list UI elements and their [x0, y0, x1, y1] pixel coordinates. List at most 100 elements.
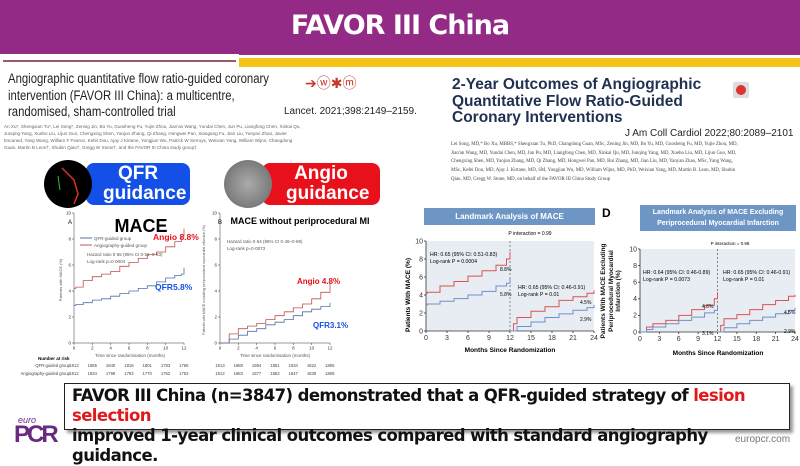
chart-d-l4: 2.9% [784, 329, 796, 335]
crossmark-icon [733, 82, 749, 98]
risk-value: 1913 [69, 363, 79, 368]
y-tick-label: 8 [68, 237, 71, 242]
y-tick-label: 10 [629, 246, 637, 253]
y-tick-label: 0 [633, 329, 637, 336]
risk-value: 1865 [88, 363, 98, 368]
angio-image [224, 160, 272, 208]
y-tick-label: 10 [415, 238, 423, 245]
risk-row-label: QFR-guided group [35, 363, 70, 368]
chart-c-l1: 8.8% [500, 267, 512, 273]
qfr-image [44, 160, 92, 208]
risk-value: 1880 [234, 363, 244, 368]
x-tick-label: 3 [445, 335, 449, 342]
crossmark-icon: ➔ⓦ✱ⓜ [305, 75, 357, 91]
km-curve-qfr-0-12 [640, 306, 718, 333]
chart-c-lr1: Log-rank P = 0.0004 [430, 259, 477, 265]
x-tick-label: 2 [91, 346, 94, 351]
y-tick-label: 4 [419, 292, 423, 299]
risk-value: 1864 [252, 363, 262, 368]
risk-value: 1839 [307, 371, 317, 376]
x-tick-label: 9 [696, 336, 700, 343]
y-tick-label: 10 [212, 211, 218, 216]
conclusion-text-1: FAVOR III China (n=3847) demonstrated th… [72, 386, 694, 405]
x-tick-label: 0 [219, 346, 222, 351]
europcr-logo-small: euro [18, 415, 37, 425]
risk-value: 1840 [106, 363, 116, 368]
x-tick-label: 0 [638, 336, 642, 343]
legend-angio: Angiography-guided group [94, 243, 148, 248]
km-curve-angiography-12-24 [510, 290, 595, 332]
risk-value: 1912 [69, 371, 79, 376]
x-tick-label: 6 [274, 346, 277, 351]
x-tick-label: 4 [109, 346, 112, 351]
risk-value: 1752 [179, 371, 189, 376]
chart-d-l2: 3.1% [702, 331, 714, 337]
x-tick-label: 0 [424, 335, 428, 342]
chart-a-logrank: Log-rank p=0·0004 [87, 259, 126, 264]
lancet-title: Angiographic quantitative flow ratio-gui… [8, 71, 269, 119]
europcr-url[interactable]: europcr.com [735, 434, 791, 445]
angio-guidance-text: Angio guidance [286, 163, 370, 204]
conclusion-text-2: improved 1-year clinical outcomes compar… [72, 426, 708, 465]
conclusion-highlight: lesion selection [72, 386, 746, 425]
x-tick-label: 15 [527, 335, 535, 342]
chart-a-angio-label: Angio 8.8% [153, 232, 199, 242]
chart-b-angio-label: Angio 4.8% [297, 277, 340, 286]
x-tick-label: 21 [772, 336, 780, 343]
chart-a-ylabel: Patients with MACE (%) [58, 258, 63, 301]
chart-b-hr: Hazard ratio 0·64 (95% CI 0·46–0·89) [227, 239, 303, 244]
chart-c-l4: 2.9% [580, 317, 592, 323]
y-tick-label: 0 [419, 328, 423, 335]
risk-value: 1912 [215, 371, 225, 376]
x-tick-label: 6 [677, 336, 681, 343]
x-tick-label: 24 [590, 335, 598, 342]
km-curve-angiography-12-24 [717, 294, 796, 333]
chart-d-title: Landmark Analysis of MACE Excluding Peri… [640, 205, 796, 231]
x-tick-label: 24 [791, 336, 799, 343]
angio-guidance-label: Angio guidance [262, 163, 380, 205]
x-tick-label: 3 [657, 336, 661, 343]
km-curve-qfr-12-24 [717, 307, 796, 333]
x-tick-label: 4 [255, 346, 258, 351]
y-tick-label: 2 [214, 315, 217, 320]
risk-value: 1822 [307, 363, 317, 368]
panel-d-label: D [602, 206, 611, 220]
header-notch [0, 54, 239, 62]
chart-c-hr2: HR: 0.65 (95% CI: 0.46-0.91) [518, 285, 585, 291]
chart-a-hr: Hazard ratio 0·65 (95% CI 0·51–0·83) [87, 252, 163, 257]
panel-a-label: A [68, 220, 72, 226]
x-tick-label: 12 [181, 346, 187, 351]
chart-d-ylabel: Patients With MACE Excluding Periprocedu… [600, 243, 622, 339]
chart-a-qfr-label: QFR5.8% [155, 282, 193, 292]
chart-c-pint: P interaction = 0.99 [508, 231, 551, 237]
km-curve-angiography-guided-group [74, 228, 185, 289]
risk-value: 1783 [161, 363, 171, 368]
y-tick-label: 4 [68, 289, 71, 294]
jacc-authors: Lei Song, MD,* Bo Xu, MBBS,* Shengxian T… [451, 142, 738, 182]
km-curve-qfr-12-24 [510, 304, 595, 332]
chart-c-l3: 4.5% [580, 300, 592, 306]
y-tick-label: 6 [419, 274, 423, 281]
y-tick-label: 2 [68, 315, 71, 320]
km-curve-qfr-guided-group [74, 267, 185, 306]
risk-value: 1798 [106, 371, 116, 376]
chart-b-title: MACE without periprocedural MI [230, 216, 369, 226]
chart-d-lr2: Log-rank P = 0.01 [723, 277, 764, 283]
x-tick-label: 6 [466, 335, 470, 342]
y-tick-label: 10 [66, 211, 72, 216]
x-tick-label: 12 [327, 346, 333, 351]
x-tick-label: 0 [73, 346, 76, 351]
chart-d-l3: 4.5% [784, 310, 796, 316]
risk-value: 1851 [270, 363, 280, 368]
qfr-guidance-text: QFR guidance [103, 163, 187, 204]
y-tick-label: 8 [633, 263, 637, 270]
chart-d-xlabel: Months Since Randomization [673, 350, 764, 357]
chart-d-hr2: HR: 0.65 (95% CI: 0.46-0.91) [723, 270, 790, 276]
y-tick-label: 2 [633, 313, 637, 320]
accent-bar [239, 58, 800, 67]
x-tick-label: 9 [487, 335, 491, 342]
y-tick-label: 6 [633, 280, 637, 287]
y-tick-label: 4 [633, 296, 637, 303]
divider [3, 60, 236, 62]
x-tick-label: 12 [714, 336, 722, 343]
